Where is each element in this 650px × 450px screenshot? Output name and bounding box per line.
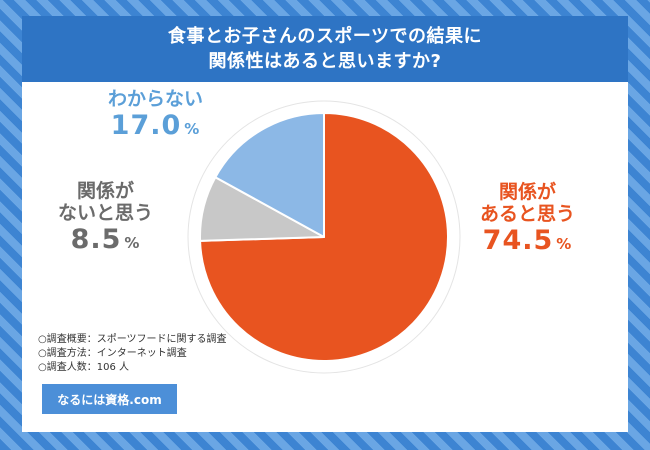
title-banner: 食事とお子さんのスポーツでの結果に 関係性はあると思いますか? xyxy=(22,16,628,82)
pie-slice-unknown xyxy=(214,112,325,238)
chart-title-line-2: 関係性はあると思いますか? xyxy=(208,51,442,72)
slice-value-yes: 74.5% xyxy=(482,225,573,256)
survey-note-respondents: ○調査人数：106 人 xyxy=(38,362,129,373)
survey-note-overview: ○調査概要：スポーツフードに関する調査 xyxy=(38,334,227,345)
slice-label-unknown: わからない 17.0% xyxy=(108,88,203,145)
brand-badge[interactable]: なるには資格.com xyxy=(42,384,177,414)
slice-label-no: 関係が ないと思う 8.5% xyxy=(58,180,153,259)
slice-value-no: 8.5% xyxy=(70,224,141,255)
slice-label-yes-line-1: 関係が xyxy=(499,181,557,203)
slice-label-unknown-name: わからない xyxy=(108,88,204,110)
slice-label-yes-line-2: あると思う xyxy=(480,203,576,225)
chart-title-line-1: 食事とお子さんのスポーツでの結果に xyxy=(167,26,483,47)
slice-value-unknown: 17.0% xyxy=(110,110,201,141)
slice-label-no-line-1: 関係が xyxy=(77,180,135,202)
survey-notes: ○調査概要：スポーツフードに関する調査 ○調査方法：インターネット調査 ○調査人… xyxy=(38,333,227,375)
slice-label-yes: 関係が あると思う 74.5% xyxy=(480,181,575,260)
slice-label-no-line-2: ないと思う xyxy=(58,202,154,224)
survey-note-method: ○調査方法：インターネット調査 xyxy=(38,348,187,359)
